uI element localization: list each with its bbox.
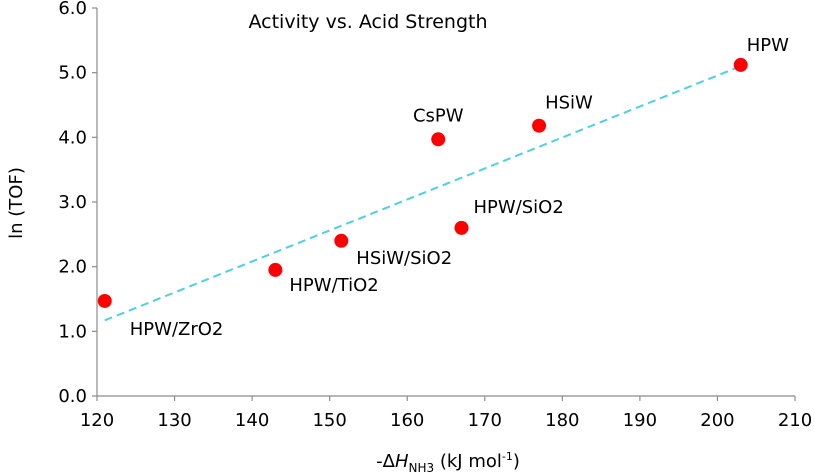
y-tick-label: 1.0 xyxy=(58,321,87,342)
x-tick-label: 150 xyxy=(312,410,346,431)
x-tick-label: 130 xyxy=(157,410,191,431)
data-point xyxy=(454,220,469,235)
data-label: CsPW xyxy=(413,105,464,126)
y-tick-label: 5.0 xyxy=(58,63,87,84)
y-tick-label: 3.0 xyxy=(58,192,87,213)
data-point xyxy=(97,293,112,308)
data-points xyxy=(97,57,748,308)
axes: 120 130 140 150 160 170 180 190 200 210 0.0 1.0 2.0 3… xyxy=(58,0,812,431)
x-axis-label-prefix: -Δ xyxy=(376,451,395,472)
x-tick-label: 190 xyxy=(623,410,657,431)
y-tick-label: 4.0 xyxy=(58,127,87,148)
x-tick-label: 200 xyxy=(700,410,734,431)
data-label: HSiW/SiO2 xyxy=(356,248,452,269)
x-tick-label: 180 xyxy=(545,410,579,431)
data-label: HPW/TiO2 xyxy=(289,275,378,296)
data-label: HPW/SiO2 xyxy=(474,197,564,218)
chart-title: Activity vs. Acid Strength xyxy=(249,11,488,33)
x-tick-label: 160 xyxy=(390,410,424,431)
x-tick-label: 170 xyxy=(468,410,502,431)
x-axis-label-close: ) xyxy=(513,451,520,472)
data-point xyxy=(268,262,283,277)
x-tick-label: 120 xyxy=(80,410,114,431)
data-label: HPW xyxy=(747,35,789,56)
x-axis-label: -ΔHNH3 (kJ mol-1) xyxy=(376,450,520,473)
data-point xyxy=(733,57,748,72)
y-tick-label: 2.0 xyxy=(58,257,87,278)
trendline xyxy=(104,65,742,322)
x-tick-label: 140 xyxy=(235,410,269,431)
y-tick-label: 0.0 xyxy=(58,386,87,407)
data-label: HSiW xyxy=(545,93,593,114)
trendline-group xyxy=(104,65,742,322)
x-axis-label-superscript: -1 xyxy=(502,450,513,463)
y-tick-label: 6.0 xyxy=(58,0,87,19)
x-tick-label: 210 xyxy=(778,410,812,431)
data-point xyxy=(532,118,547,133)
x-axis-label-subscript: NH3 xyxy=(408,461,434,473)
data-label: HPW/ZrO2 xyxy=(130,319,224,340)
x-axis-label-suffix: (kJ mol xyxy=(434,451,502,472)
point-labels: HPW/ZrO2 HPW/TiO2 HSiW/SiO2 CsPW HPW/SiO2 HSi… xyxy=(130,35,789,340)
x-axis-label-symbol: H xyxy=(395,451,409,472)
data-point xyxy=(431,132,446,147)
y-axis-label: ln (TOF) xyxy=(6,167,27,239)
data-point xyxy=(334,233,349,248)
